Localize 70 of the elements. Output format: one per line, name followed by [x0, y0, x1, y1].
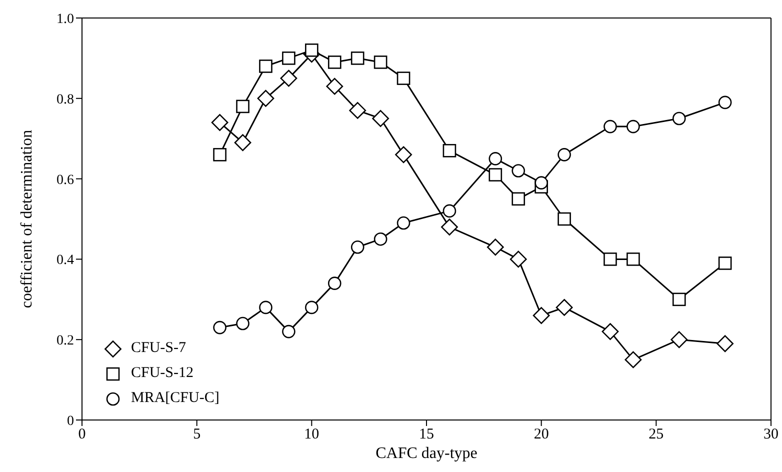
point [532, 307, 550, 324]
point [670, 331, 688, 348]
x-tick-label: 0 [78, 426, 86, 443]
point [282, 52, 296, 65]
x-tick-label: 15 [419, 426, 434, 443]
point [534, 176, 548, 190]
y-tick-label: 0.4 [56, 253, 74, 268]
y-tick-label: 1.0 [56, 12, 74, 27]
point [328, 56, 342, 69]
point [236, 100, 250, 114]
point [488, 168, 502, 182]
point [718, 96, 732, 110]
y-axis-title: coefficient of determination [18, 130, 36, 308]
x-tick-label: 10 [304, 426, 320, 443]
point [602, 323, 619, 340]
y-tick-label: 0.8 [56, 92, 74, 108]
point [604, 120, 617, 134]
point [234, 134, 252, 152]
x-tick-label: 5 [193, 426, 201, 443]
point [626, 120, 640, 134]
point [558, 148, 571, 162]
point [259, 60, 272, 73]
point [259, 300, 272, 314]
point [510, 250, 527, 268]
point [257, 90, 274, 107]
y-tick-label: 0.2 [56, 334, 74, 349]
point [442, 144, 456, 158]
point [672, 292, 686, 306]
point [718, 256, 732, 270]
point [604, 252, 617, 266]
point [396, 72, 410, 85]
point [374, 56, 388, 69]
point [395, 146, 412, 164]
point [282, 324, 296, 338]
point [672, 112, 686, 126]
legend-label: MRA[CFU-C] [131, 390, 220, 407]
point [624, 351, 642, 368]
y-tick-label: 0.6 [56, 172, 74, 188]
point [558, 212, 571, 226]
x-tick-label: 30 [764, 426, 778, 443]
point [556, 298, 573, 316]
point [488, 152, 502, 166]
y-tick-label: 0 [67, 414, 74, 429]
x-tick-label: 20 [534, 426, 549, 443]
point [441, 218, 458, 236]
point [442, 204, 456, 218]
point [716, 335, 734, 352]
point [211, 114, 228, 131]
point [372, 110, 390, 127]
point [305, 300, 318, 314]
point [626, 252, 640, 266]
point [305, 44, 318, 57]
point [512, 164, 526, 178]
point [374, 232, 388, 246]
legend-label: CFU-S-7 [131, 340, 186, 357]
point [213, 320, 226, 334]
point [396, 216, 410, 230]
x-axis-title: CAFC day-type [376, 445, 478, 462]
point [326, 78, 344, 95]
point [486, 238, 504, 256]
point [236, 316, 250, 330]
point [350, 52, 364, 65]
point [349, 102, 366, 119]
x-tick-label: 25 [648, 426, 664, 443]
legend-label: CFU-S-12 [131, 365, 194, 382]
point [512, 192, 526, 206]
point [280, 70, 298, 87]
point [350, 240, 364, 254]
point [213, 148, 226, 162]
point [328, 276, 342, 290]
